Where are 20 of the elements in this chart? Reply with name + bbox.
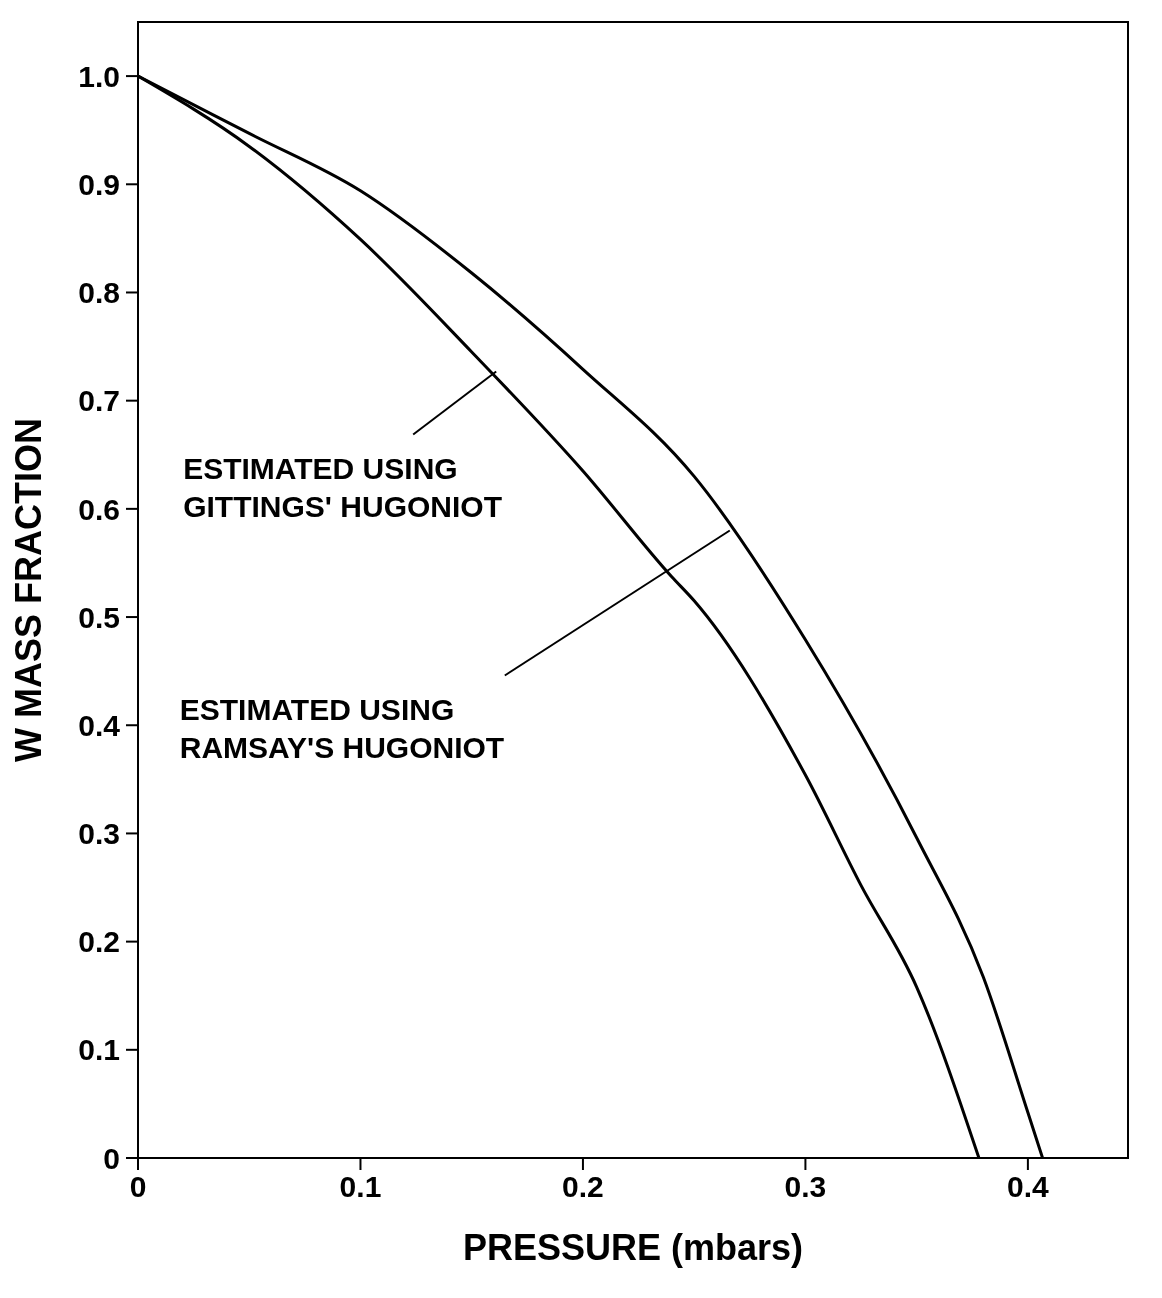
y-tick-label: 0.5 [78, 600, 120, 634]
y-axis-title: W MASS FRACTION [7, 418, 49, 762]
y-tick-label: 0.3 [78, 817, 120, 851]
annotation: ESTIMATED USING GITTINGS' HUGONIOT [183, 452, 502, 524]
y-tick-label: 1.0 [78, 59, 120, 93]
y-tick-label: 0.2 [78, 925, 120, 959]
x-tick-label: 0 [129, 1170, 147, 1204]
x-tick-label: 0.2 [562, 1170, 604, 1204]
annotation: ESTIMATED USING RAMSAY'S HUGONIOT [179, 693, 505, 765]
y-tick-label: 0.6 [78, 492, 120, 526]
y-tick-label: 0.9 [78, 167, 120, 201]
x-tick-label: 0.3 [784, 1170, 827, 1204]
y-tick-label: 0.8 [78, 276, 120, 310]
y-tick-label: 0.7 [78, 384, 120, 418]
y-tick-label: 0 [103, 1141, 120, 1175]
x-tick-label: 0.1 [339, 1170, 382, 1204]
y-tick-label: 0.1 [78, 1033, 120, 1067]
y-tick-label: 0.4 [78, 708, 121, 742]
x-tick-label: 0.4 [1007, 1170, 1050, 1204]
x-axis-title: PRESSURE (mbars) [462, 1227, 804, 1268]
